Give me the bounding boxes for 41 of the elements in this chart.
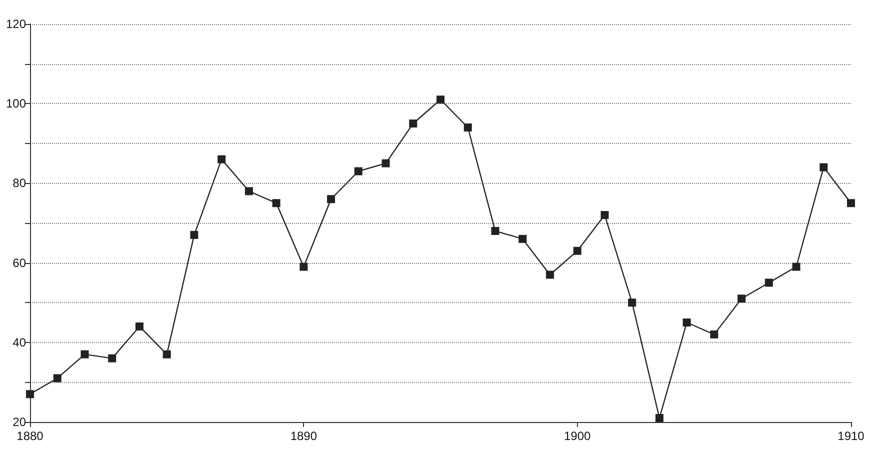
y-tick-label: 40	[12, 335, 26, 350]
y-tick-label: 20	[12, 415, 26, 429]
point	[738, 294, 746, 303]
point	[628, 298, 636, 307]
x-tick-label: 1910	[838, 429, 865, 443]
point	[682, 318, 691, 326]
point	[464, 123, 472, 132]
point	[546, 270, 554, 279]
point	[162, 350, 171, 358]
point	[847, 199, 855, 208]
point	[820, 163, 828, 172]
y-tick-label: 80	[12, 176, 26, 190]
point	[80, 350, 89, 358]
point	[135, 322, 144, 330]
y-tick-label: 100	[6, 96, 26, 111]
x-tick-label: 1880	[16, 429, 44, 443]
point	[327, 195, 336, 204]
point	[491, 226, 500, 235]
point	[764, 278, 773, 287]
point	[792, 262, 800, 271]
point	[300, 262, 308, 271]
point	[354, 167, 362, 176]
point	[272, 199, 280, 208]
point	[190, 230, 198, 239]
y-tick-label: 120	[6, 17, 26, 31]
x-tick-label: 1890	[290, 429, 318, 443]
point	[573, 246, 582, 255]
point	[436, 96, 444, 104]
x-tick-label: 1900	[564, 429, 592, 443]
y-tick-label: 60	[12, 256, 26, 270]
point	[382, 159, 390, 168]
point	[600, 211, 609, 220]
point	[710, 330, 718, 338]
point	[655, 414, 664, 422]
point	[218, 155, 226, 164]
point	[244, 187, 253, 196]
point	[53, 374, 62, 382]
point	[108, 354, 116, 362]
point	[518, 234, 527, 243]
point	[26, 390, 34, 398]
point	[409, 120, 418, 128]
